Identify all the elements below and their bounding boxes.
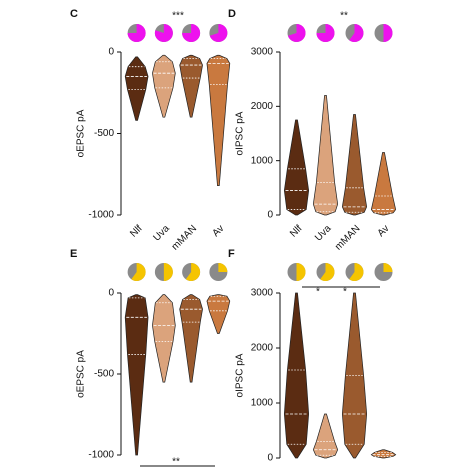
significance-label: * [316, 287, 320, 298]
y-tick-label: -500 [94, 128, 114, 139]
significance-label: * [343, 287, 347, 298]
violin [341, 292, 368, 459]
x-tick-label: Nlf [128, 223, 145, 240]
y-tick-label: 3000 [251, 47, 274, 58]
y-tick-label: 2000 [251, 343, 274, 354]
pie-wedge [185, 263, 201, 281]
panel-label: C [70, 8, 78, 20]
violin [206, 294, 231, 334]
pie-wedge [349, 24, 364, 42]
y-tick-label: 0 [108, 288, 114, 299]
pie-wedge [296, 263, 306, 281]
pie-wedge [209, 24, 228, 43]
pie-wedge [163, 263, 173, 281]
violin [124, 294, 149, 456]
significance-label: ** [340, 11, 348, 22]
x-tick-label: Uva [152, 223, 173, 244]
y-tick-label: 1000 [251, 155, 274, 166]
significance-label: *** [172, 11, 184, 22]
pie-wedge [218, 263, 228, 272]
pie-wedge [320, 263, 335, 281]
violin [283, 292, 310, 459]
y-tick-label: 0 [267, 210, 273, 221]
violin [152, 294, 176, 383]
x-tick-label: Av [210, 223, 226, 239]
pie-wedge [182, 24, 201, 43]
pie-wedge [383, 24, 393, 42]
violin [124, 56, 149, 121]
panel-label: F [228, 248, 235, 260]
y-tick-label: 0 [267, 453, 273, 464]
x-tick-label: Av [376, 223, 392, 239]
y-tick-label: 0 [108, 47, 114, 58]
pie-wedge [131, 263, 146, 281]
violin [312, 95, 339, 216]
pie-wedge [154, 24, 173, 43]
significance-label: ** [172, 457, 180, 468]
pie-wedge [287, 24, 306, 42]
violin [312, 413, 339, 459]
pie-wedge [383, 263, 393, 272]
y-tick-label: 1000 [251, 398, 274, 409]
panel-label: D [228, 8, 236, 20]
violin [370, 152, 397, 216]
x-tick-label: Uva [313, 223, 334, 244]
y-axis-label: oIPSC pA [235, 353, 246, 397]
y-tick-label: 3000 [251, 288, 274, 299]
y-axis-label: oEPSC pA [76, 350, 87, 398]
violin [370, 449, 397, 459]
panel-label: E [70, 248, 77, 260]
pie-wedge [127, 24, 146, 43]
x-tick-label: Nlf [288, 223, 305, 240]
y-axis-label: oIPSC pA [235, 111, 246, 155]
y-tick-label: -1000 [88, 450, 114, 461]
violin [283, 119, 310, 216]
violin [179, 294, 203, 383]
violin [341, 114, 368, 216]
violin [152, 54, 176, 118]
x-tick-label: mMAN [333, 223, 362, 252]
y-tick-label: -1000 [88, 210, 114, 221]
y-tick-label: -500 [94, 369, 114, 380]
x-tick-label: mMAN [170, 223, 199, 252]
violin [206, 54, 231, 187]
pie-wedge [349, 263, 364, 281]
violin [179, 54, 203, 118]
y-tick-label: 2000 [251, 101, 274, 112]
y-axis-label: oEPSC pA [76, 109, 87, 157]
pie-wedge [316, 24, 335, 43]
